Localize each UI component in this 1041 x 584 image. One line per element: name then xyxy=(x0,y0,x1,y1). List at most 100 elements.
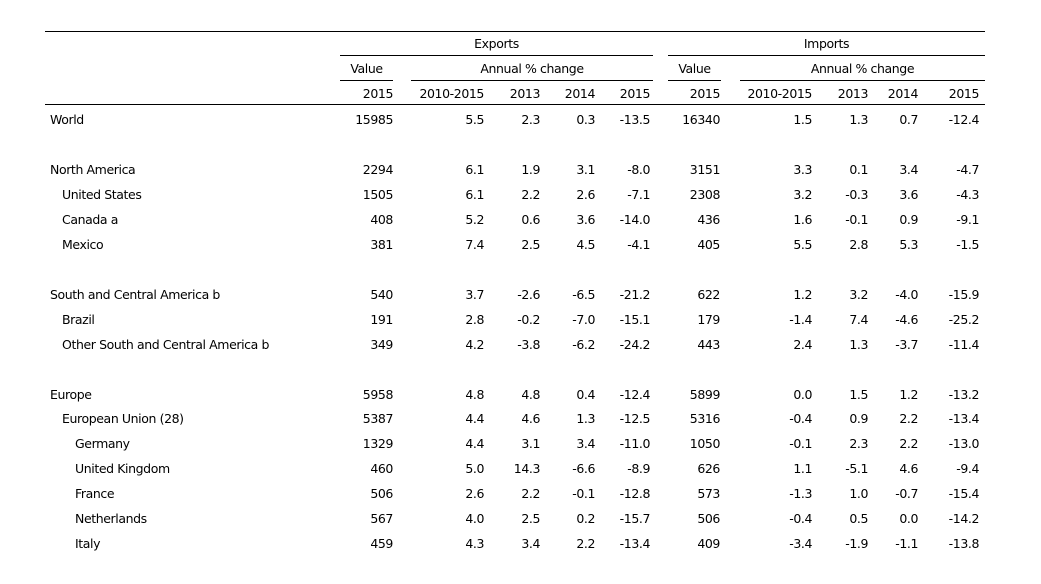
table-cell: 460 xyxy=(370,461,393,476)
table-cell: 1.3 xyxy=(849,112,868,127)
table-cell: 2.2 xyxy=(576,536,595,551)
table-cell: 0.4 xyxy=(576,387,595,402)
table-cell: 5.3 xyxy=(899,237,918,252)
table-cell: 349 xyxy=(370,337,393,352)
table-cell: -6.5 xyxy=(572,287,595,302)
table-cell: 5.5 xyxy=(465,112,484,127)
table-cell: -13.0 xyxy=(948,436,980,451)
table-cell: 5.0 xyxy=(465,461,484,476)
table-cell: 0.7 xyxy=(899,112,918,127)
table-cell: -8.9 xyxy=(627,461,650,476)
table-cell: -6.6 xyxy=(572,461,595,476)
table-cell: 3.3 xyxy=(793,162,812,177)
table-cell: 573 xyxy=(697,486,720,501)
imports-rule xyxy=(668,55,985,56)
table-cell: 3.1 xyxy=(576,162,595,177)
table-cell: 0.9 xyxy=(849,411,868,426)
table-cell: -3.8 xyxy=(517,337,540,352)
table-cell: 0.0 xyxy=(899,511,918,526)
table-cell: -8.0 xyxy=(627,162,650,177)
year-header: 2010-2015 xyxy=(747,86,812,101)
table-cell: 2294 xyxy=(362,162,394,177)
table-cell: -11.0 xyxy=(619,436,651,451)
table-cell: 15985 xyxy=(355,112,393,127)
table-cell: 506 xyxy=(370,486,393,501)
table-cell: -13.8 xyxy=(948,536,980,551)
table-cell: 3.4 xyxy=(521,536,540,551)
table-cell: -21.2 xyxy=(619,287,651,302)
table-cell: 3151 xyxy=(689,162,721,177)
table-cell: 409 xyxy=(697,536,720,551)
imports-header: Imports xyxy=(803,36,850,51)
table-cell: 5.2 xyxy=(465,212,484,227)
table-cell: 626 xyxy=(697,461,720,476)
table-cell: -15.9 xyxy=(948,287,980,302)
table-cell: 4.8 xyxy=(521,387,540,402)
table-cell: 179 xyxy=(697,312,720,327)
table-cell: -0.2 xyxy=(517,312,540,327)
table-cell: 2.6 xyxy=(576,187,595,202)
table-cell: -0.7 xyxy=(895,486,918,501)
table-cell: -1.9 xyxy=(845,536,868,551)
table-cell: 4.0 xyxy=(465,511,484,526)
table-cell: 3.6 xyxy=(576,212,595,227)
table-cell: 1.1 xyxy=(793,461,812,476)
table-cell: 5316 xyxy=(689,411,721,426)
table-cell: 408 xyxy=(370,212,393,227)
row-label: United Kingdom xyxy=(75,461,170,476)
table-cell: -3.7 xyxy=(895,337,918,352)
table-cell: -1.1 xyxy=(895,536,918,551)
annual-rule-imports xyxy=(740,80,985,81)
table-cell: 4.8 xyxy=(465,387,484,402)
table-cell: 2.2 xyxy=(899,411,918,426)
table-cell: -9.4 xyxy=(956,461,979,476)
year-header: 2013 xyxy=(837,86,869,101)
row-label: European Union (28) xyxy=(62,411,184,426)
table-cell: 4.4 xyxy=(465,411,484,426)
table-cell: 0.5 xyxy=(849,511,868,526)
table-cell: -13.5 xyxy=(619,112,651,127)
table-cell: 2.6 xyxy=(465,486,484,501)
table-cell: -14.2 xyxy=(948,511,980,526)
table-cell: -13.4 xyxy=(619,536,651,551)
table-cell: 2.3 xyxy=(849,436,868,451)
row-label: World xyxy=(50,112,84,127)
table-cell: -13.4 xyxy=(948,411,980,426)
table-cell: -0.3 xyxy=(845,187,868,202)
table-cell: -5.1 xyxy=(845,461,868,476)
table-cell: 0.0 xyxy=(793,387,812,402)
table-cell: -2.6 xyxy=(517,287,540,302)
row-label: Italy xyxy=(75,536,101,551)
value-rule-exports xyxy=(340,80,393,81)
table-cell: -12.4 xyxy=(619,387,651,402)
table-cell: 1.5 xyxy=(849,387,868,402)
table-cell: 16340 xyxy=(682,112,720,127)
table-cell: 3.4 xyxy=(899,162,918,177)
table-cell: 2.8 xyxy=(465,312,484,327)
year-header: 2014 xyxy=(564,86,596,101)
table-cell: 4.2 xyxy=(465,337,484,352)
row-label: North America xyxy=(50,162,136,177)
year-header: 2015 xyxy=(619,86,651,101)
table-cell: 0.9 xyxy=(899,212,918,227)
table-cell: 5387 xyxy=(362,411,394,426)
table-cell: 443 xyxy=(697,337,720,352)
table-cell: -24.2 xyxy=(619,337,651,352)
table-cell: -4.6 xyxy=(895,312,918,327)
table-cell: -6.2 xyxy=(572,337,595,352)
table-cell: -12.8 xyxy=(619,486,651,501)
table-cell: 1329 xyxy=(362,436,394,451)
table-cell: 622 xyxy=(697,287,720,302)
table-cell: -0.1 xyxy=(789,436,812,451)
table-cell: 1.3 xyxy=(849,337,868,352)
table-cell: -4.7 xyxy=(956,162,979,177)
table-cell: 3.2 xyxy=(793,187,812,202)
table-cell: 2.2 xyxy=(521,486,540,501)
table-cell: 1.3 xyxy=(576,411,595,426)
imports-value-header: Value xyxy=(678,61,711,76)
table-cell: -25.2 xyxy=(948,312,980,327)
row-label: France xyxy=(75,486,115,501)
table-cell: -15.7 xyxy=(619,511,651,526)
table-cell: -15.1 xyxy=(619,312,651,327)
